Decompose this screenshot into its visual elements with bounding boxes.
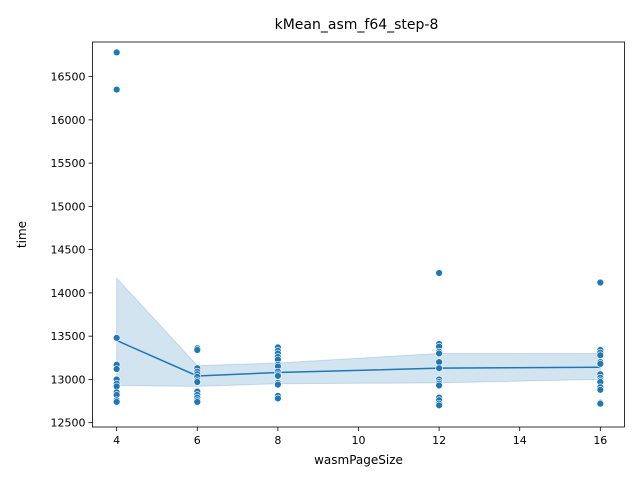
y-tick-label: 16000: [51, 114, 86, 127]
x-tick-label: 16: [593, 434, 607, 447]
x-tick-label: 4: [113, 434, 120, 447]
data-point: [596, 351, 605, 359]
y-tick-label: 15500: [51, 157, 86, 170]
data-point: [193, 346, 201, 354]
data-point: [193, 378, 201, 386]
data-point: [596, 360, 605, 368]
data-point: [274, 394, 282, 403]
y-axis-ticks: 12500 13000 13500 14000 14500 15000 15500 16000…: [51, 71, 93, 430]
data-point: [596, 278, 605, 287]
data-point: [112, 334, 121, 342]
data-point: [435, 401, 443, 410]
data-point: [274, 380, 282, 389]
data-point: [596, 399, 605, 408]
data-point: [112, 48, 121, 57]
y-axis-label: time: [15, 221, 29, 248]
y-tick-label: 14000: [51, 287, 86, 300]
y-tick-label: 16500: [51, 71, 86, 84]
x-tick-label: 8: [274, 434, 281, 447]
data-point: [435, 349, 443, 358]
data-point: [193, 398, 201, 406]
chart-title: kMean_asm_f64_step-8: [275, 17, 439, 33]
data-point: [112, 365, 121, 373]
data-points-layer: [112, 48, 605, 410]
x-tick-label: 12: [432, 434, 446, 447]
x-tick-label: 6: [194, 434, 201, 447]
y-tick-label: 13500: [51, 330, 86, 343]
y-tick-label: 13000: [51, 373, 86, 386]
y-tick-label: 14500: [51, 244, 86, 257]
data-point: [596, 386, 605, 394]
data-point: [435, 364, 443, 372]
x-axis-label: wasmPageSize: [314, 453, 403, 467]
data-point: [274, 372, 282, 380]
data-point: [112, 398, 121, 406]
x-tick-label: 14: [513, 434, 527, 447]
data-point: [112, 85, 121, 94]
y-tick-label: 12500: [51, 417, 86, 430]
x-tick-label: 10: [352, 434, 366, 447]
data-point: [435, 269, 443, 277]
data-point: [435, 381, 443, 390]
x-axis-ticks: 4 6 8 10 12 14 16: [113, 427, 607, 447]
y-tick-label: 15000: [51, 200, 86, 213]
